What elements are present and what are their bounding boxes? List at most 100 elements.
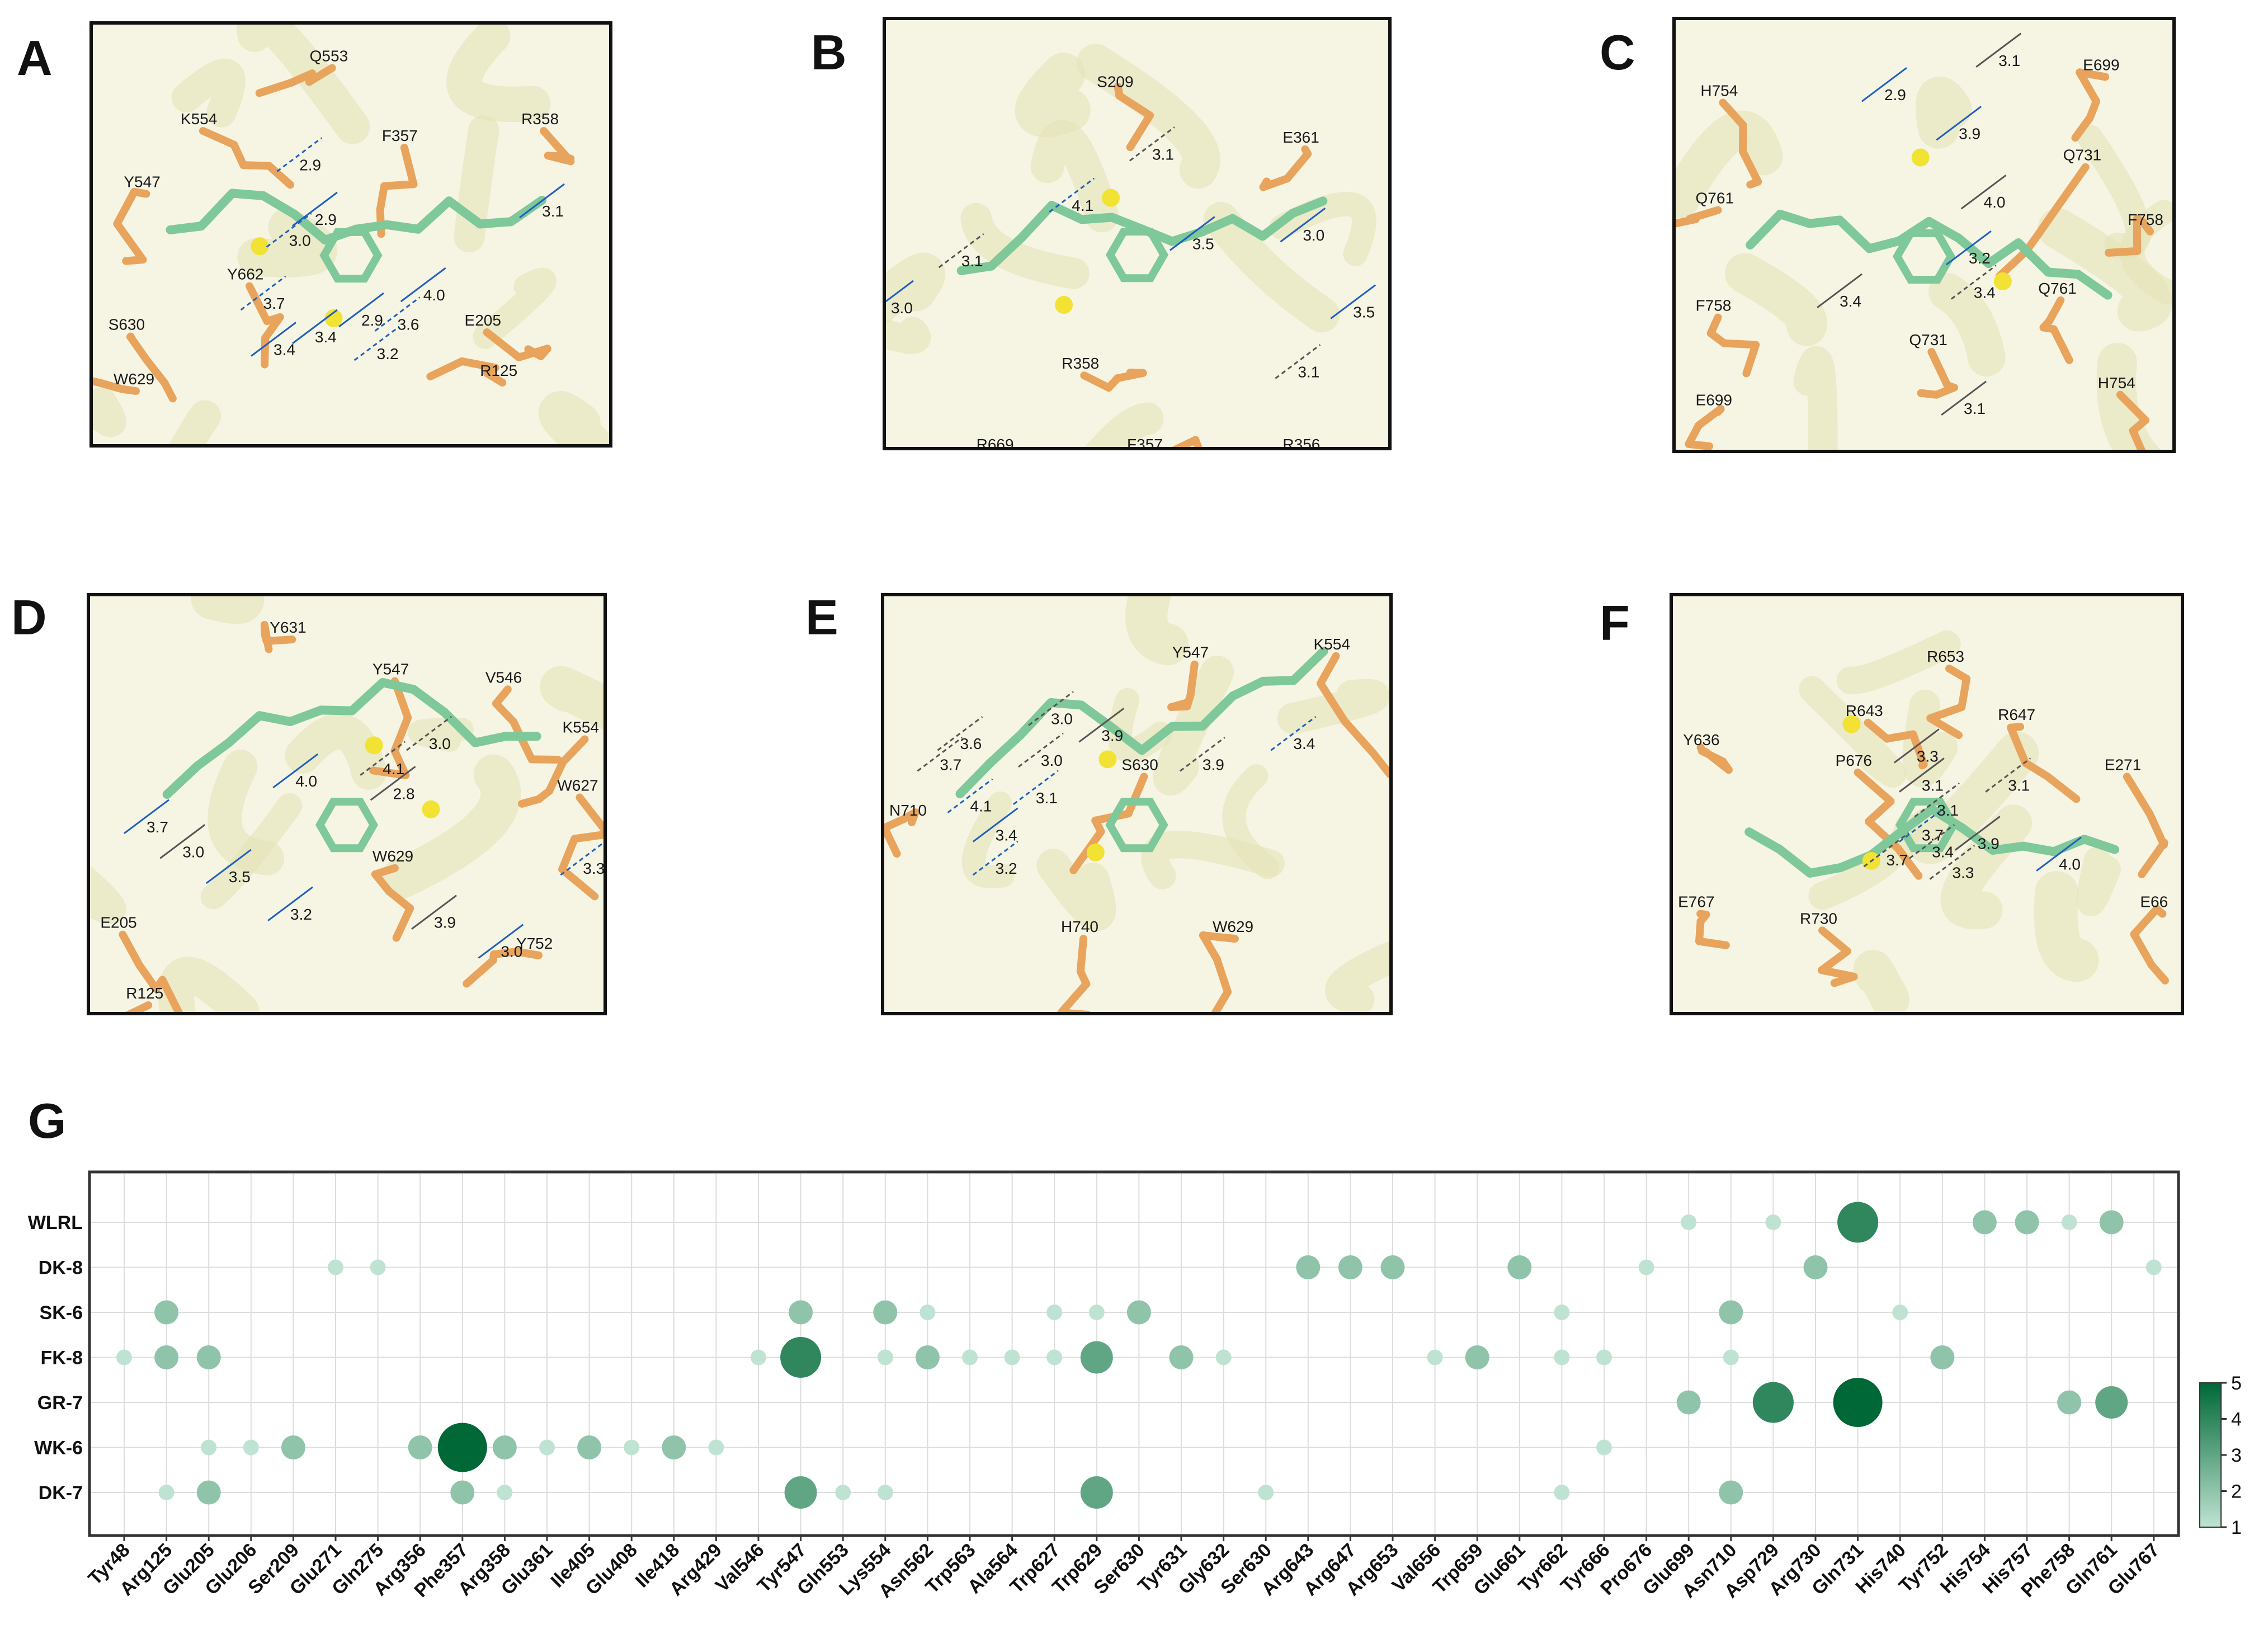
distance-label: 3.5 — [229, 868, 251, 886]
interaction-line — [1330, 284, 1376, 319]
ligand-ring — [1892, 229, 1956, 284]
residue-stick — [371, 864, 414, 942]
sulfur-atom — [1055, 296, 1073, 314]
residue-label: R669 — [977, 436, 1014, 447]
interaction-line — [1899, 807, 1945, 842]
residue-label: H754 — [1700, 82, 1738, 100]
distance-label: 3.1 — [1998, 52, 2020, 69]
row-label: SK-6 — [40, 1302, 83, 1324]
distance-label: 3.1 — [1036, 789, 1058, 807]
interaction-line — [124, 799, 169, 834]
ribbon-shape — [171, 58, 246, 128]
distance-label: 3.7 — [1886, 851, 1908, 869]
residue-stick — [260, 620, 296, 653]
row-label: WLRL — [28, 1212, 83, 1233]
residue-stick — [1706, 313, 1760, 378]
distance-label: 3.2 — [996, 860, 1017, 877]
bubble-point — [2099, 1210, 2124, 1235]
bubble-point — [243, 1439, 259, 1456]
distance-label: 3.9 — [434, 914, 456, 931]
bubble-point — [281, 1435, 305, 1459]
residue-label: W627 — [557, 776, 598, 794]
ribbon-shape — [1325, 940, 1389, 1012]
bubble-point — [1676, 1390, 1701, 1415]
ribbon-shape — [1793, 346, 1838, 450]
residue-label: E205 — [465, 312, 501, 329]
colorbar-tick-label: 5 — [2231, 1373, 2242, 1394]
structure-panel-d: Y631 Y547 V546 K554 W627 W629 E205 R125 Y752 3.0 4… — [87, 593, 607, 1015]
residue-label: Q553 — [310, 48, 348, 65]
bubble-point — [1765, 1214, 1781, 1230]
distance-label: 3.4 — [274, 341, 295, 359]
interaction-line — [240, 275, 286, 311]
colorbar-tick-label: 1 — [2231, 1517, 2242, 1538]
distance-label: 3.2 — [1969, 249, 1991, 267]
distance-label: 3.4 — [1293, 735, 1315, 752]
residue-stick — [1864, 718, 1928, 770]
interaction-line — [360, 741, 406, 776]
distance-label: 3.0 — [289, 232, 311, 249]
residue-label: R643 — [1846, 702, 1883, 719]
residue-label: H754 — [2098, 374, 2135, 392]
bubble-point — [1169, 1345, 1194, 1369]
bubble-point — [577, 1435, 602, 1459]
ligand-stick — [955, 647, 1328, 799]
interaction-line — [972, 807, 1019, 842]
bubble-point — [877, 1349, 893, 1365]
interaction-line — [1863, 832, 1909, 868]
sulfur-atom — [422, 800, 440, 818]
ribbon-shape — [158, 957, 260, 1012]
ribbon-shape — [200, 793, 303, 910]
distance-label: 3.0 — [1051, 710, 1073, 728]
bubble-point — [662, 1435, 686, 1459]
interaction-line — [1985, 757, 2031, 793]
residue-stick — [2071, 68, 2110, 142]
structure-a-drawing: Q553 K554 F357 R358 Y547 Y662 S630 E205 W629 R125… — [93, 25, 609, 444]
residue-label: V546 — [485, 668, 522, 686]
bubble-point — [370, 1259, 386, 1275]
ribbon-shape — [237, 25, 370, 144]
residue-label: Y547 — [124, 173, 160, 191]
residue-label: Y636 — [1683, 731, 1719, 748]
residue-label: Q731 — [2063, 147, 2102, 164]
interaction-line — [1861, 67, 1907, 102]
residue-stick — [1719, 98, 1762, 189]
residue-stick — [245, 282, 284, 369]
bubble-point — [784, 1476, 817, 1509]
residue-label: Y662 — [227, 266, 263, 283]
ribbon-shape — [886, 317, 931, 354]
distance-label: 2.9 — [361, 312, 383, 329]
distance-label: 4.0 — [423, 286, 445, 304]
bubble-point — [1465, 1345, 1489, 1369]
bubble-point — [1554, 1485, 1570, 1500]
colorbar-tick-label: 4 — [2231, 1409, 2242, 1430]
bubble-point — [1258, 1485, 1274, 1500]
row-label: DK-7 — [39, 1482, 83, 1504]
interaction-line — [338, 292, 384, 328]
ribbon-shape — [2034, 871, 2099, 982]
residue-stick — [1057, 935, 1091, 1012]
interaction-line — [478, 924, 524, 959]
distance-label: 3.7 — [1922, 827, 1944, 844]
bubble-point — [492, 1435, 517, 1459]
bubble-point — [1126, 1300, 1151, 1325]
residue-stick — [1696, 743, 1733, 774]
distance-label: 3.5 — [1353, 304, 1375, 321]
panel-letter-e: E — [805, 590, 838, 645]
distance-label: 3.1 — [2008, 776, 2030, 794]
row-label: GR-7 — [37, 1392, 83, 1414]
residue-stick — [426, 357, 507, 387]
residue-stick — [1080, 368, 1147, 392]
distance-label: 4.0 — [1984, 194, 2006, 211]
residue-label: K554 — [1314, 635, 1350, 653]
residue-label: R647 — [1998, 706, 2035, 723]
bubble-point — [915, 1345, 940, 1369]
distance-label: 3.1 — [542, 203, 564, 220]
bubble-point — [873, 1300, 898, 1325]
residue-label: S630 — [109, 316, 145, 333]
distance-label: 3.7 — [940, 756, 961, 773]
residue-label: R730 — [1800, 910, 1837, 927]
interaction-line — [1169, 216, 1215, 251]
residue-label: E205 — [100, 914, 136, 931]
sulfur-atom — [1911, 148, 1930, 167]
